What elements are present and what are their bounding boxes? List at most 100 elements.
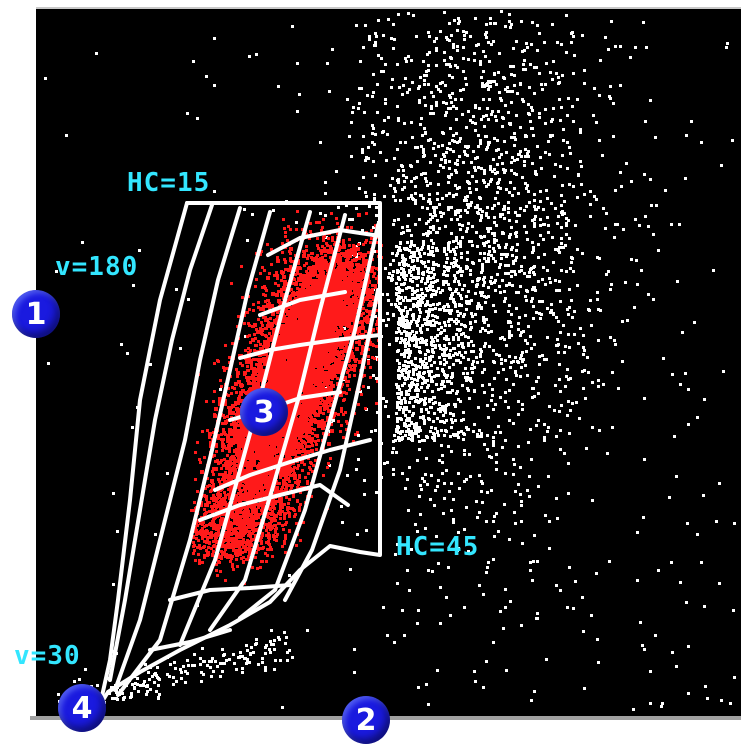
white-point — [514, 273, 517, 276]
white-point — [270, 629, 273, 632]
white-point — [479, 330, 482, 333]
white-point — [720, 164, 723, 167]
white-point — [529, 561, 532, 564]
white-point — [371, 132, 374, 135]
white-point — [459, 312, 462, 315]
white-point — [373, 193, 376, 196]
white-point — [474, 292, 477, 295]
white-point — [382, 34, 385, 37]
white-point — [515, 249, 518, 252]
white-point — [501, 232, 504, 235]
white-point — [414, 201, 417, 204]
white-point — [510, 313, 513, 316]
white-point — [410, 234, 413, 237]
white-point — [411, 339, 414, 342]
white-point — [550, 202, 553, 205]
red-point — [293, 278, 296, 281]
white-point — [470, 367, 473, 370]
white-point — [508, 333, 511, 336]
white-point — [440, 326, 443, 329]
white-point — [551, 134, 554, 137]
white-point — [372, 374, 375, 377]
white-point — [515, 307, 518, 310]
white-point — [566, 414, 569, 417]
red-point — [337, 413, 340, 416]
white-point — [436, 431, 439, 434]
white-point — [501, 336, 504, 339]
white-point — [510, 136, 513, 139]
red-point — [212, 540, 215, 543]
white-point — [264, 666, 267, 669]
white-point — [423, 252, 426, 255]
white-point — [497, 425, 500, 428]
white-point — [483, 443, 486, 446]
white-point — [624, 281, 627, 284]
white-point — [403, 186, 406, 189]
white-point — [652, 233, 655, 236]
white-point — [425, 232, 428, 235]
white-point — [57, 693, 60, 696]
white-point — [678, 223, 681, 226]
white-point — [570, 261, 573, 264]
white-point — [523, 59, 526, 62]
white-point — [492, 408, 495, 411]
white-point — [543, 436, 546, 439]
red-point — [367, 362, 370, 365]
white-point — [567, 219, 570, 222]
white-point — [255, 638, 258, 641]
white-point — [643, 397, 646, 400]
white-point — [502, 76, 505, 79]
white-point — [471, 315, 474, 318]
white-point — [533, 534, 536, 537]
white-point — [521, 403, 524, 406]
white-point — [429, 288, 432, 291]
red-point — [226, 454, 229, 457]
white-point — [448, 356, 451, 359]
white-point — [515, 220, 518, 223]
red-point — [295, 544, 298, 547]
white-point — [443, 321, 446, 324]
white-point — [503, 300, 506, 303]
white-point — [504, 359, 507, 362]
white-point — [407, 361, 410, 364]
white-point — [499, 431, 502, 434]
white-point — [494, 310, 497, 313]
white-point — [424, 104, 427, 107]
white-point — [459, 215, 462, 218]
white-point — [500, 358, 503, 361]
white-point — [582, 387, 585, 390]
white-point — [493, 377, 496, 380]
white-point — [530, 127, 533, 130]
white-point — [461, 345, 464, 348]
white-point — [433, 142, 436, 145]
white-point — [400, 353, 403, 356]
white-point — [602, 383, 605, 386]
white-point — [596, 291, 599, 294]
white-point — [513, 144, 516, 147]
white-point — [559, 165, 562, 168]
red-point — [348, 238, 351, 241]
white-point — [580, 183, 583, 186]
white-point — [272, 643, 275, 646]
white-point — [397, 369, 400, 372]
white-point — [407, 349, 410, 352]
white-point — [478, 429, 481, 432]
white-point — [392, 270, 395, 273]
white-point — [490, 254, 493, 257]
white-point — [485, 660, 488, 663]
white-point — [467, 222, 470, 225]
white-point — [396, 148, 399, 151]
white-point — [419, 484, 422, 487]
white-point — [448, 192, 451, 195]
white-point — [411, 314, 414, 317]
white-point — [264, 652, 267, 655]
white-point — [511, 194, 514, 197]
white-point — [650, 204, 653, 207]
white-point — [463, 606, 466, 609]
white-point — [425, 339, 428, 342]
white-point — [456, 209, 459, 212]
white-point — [483, 125, 486, 128]
white-point — [418, 426, 421, 429]
white-point — [539, 224, 542, 227]
white-point — [503, 503, 506, 506]
